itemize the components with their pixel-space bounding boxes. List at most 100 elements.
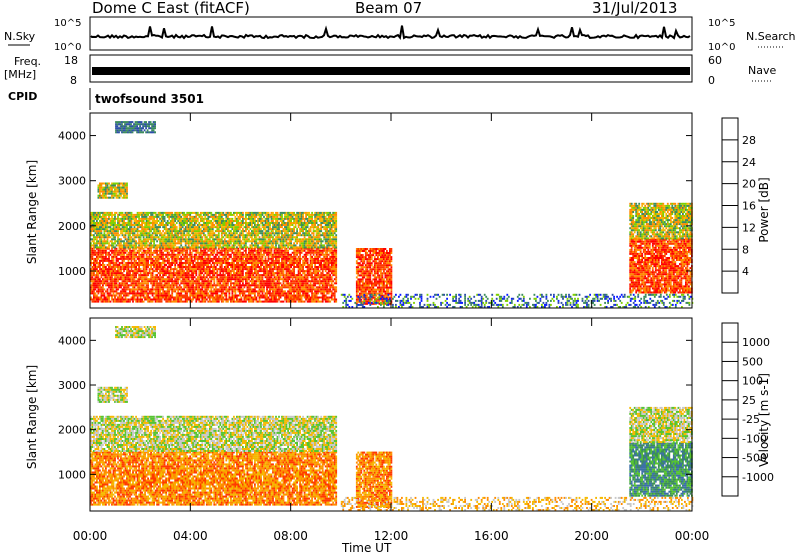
power-cell [156, 257, 158, 260]
power-cell [168, 262, 171, 264]
power-cell [254, 296, 256, 299]
power-cell [318, 284, 321, 287]
power-cell [126, 272, 128, 275]
power-cell [105, 255, 107, 258]
power-cell [263, 294, 265, 297]
power-cell [249, 290, 252, 293]
power-cell [257, 264, 259, 266]
power-cell [175, 228, 178, 231]
power-cell [90, 257, 92, 260]
power-cell [231, 288, 234, 291]
power-cell [141, 300, 143, 303]
power-cell [214, 268, 217, 271]
power-cell [151, 253, 154, 256]
power-cell [284, 251, 286, 254]
power-cell [193, 270, 196, 273]
power-cell [321, 268, 324, 271]
power-cell [115, 266, 118, 268]
power-cell [138, 286, 140, 289]
power-cell [91, 288, 94, 291]
power-cell [288, 264, 291, 266]
power-cell [275, 294, 277, 297]
power-cell [227, 264, 229, 266]
power-cell [314, 262, 316, 264]
power-cell [297, 298, 300, 301]
power-cell [183, 232, 186, 235]
power-cell [248, 262, 250, 264]
power-cell [154, 286, 157, 289]
power-cell [172, 280, 175, 283]
power-cell [127, 294, 130, 297]
power-cell [217, 247, 220, 250]
power-cell [296, 247, 298, 250]
power-cell [108, 272, 110, 275]
power-cell [132, 266, 134, 268]
power-cell [233, 284, 235, 287]
power-cell [93, 220, 95, 222]
power-cell [136, 296, 139, 299]
power-cell [205, 270, 208, 273]
power-cell [302, 288, 304, 291]
power-cell [193, 259, 196, 262]
power-cell [258, 266, 261, 268]
power-cell [157, 284, 160, 287]
power-cell [257, 253, 259, 256]
nsky-panel-frame [89, 16, 693, 51]
power-cell [142, 290, 145, 293]
power-cell [120, 292, 122, 295]
power-cell [261, 255, 264, 258]
power-cell [186, 296, 189, 299]
power-cell [187, 280, 190, 283]
power-cell [201, 294, 204, 297]
power-cell [297, 294, 300, 297]
power-cell [195, 272, 198, 275]
power-cell [297, 270, 300, 273]
power-cell [276, 253, 279, 256]
power-cell [133, 266, 136, 268]
power-cell [297, 278, 300, 281]
power-cell [108, 234, 110, 237]
power-cell [106, 253, 109, 256]
power-cell [315, 247, 318, 250]
power-cell [293, 296, 295, 299]
power-cell [207, 270, 210, 273]
power-cell [332, 280, 335, 283]
power-cell [261, 249, 264, 252]
power-cell [205, 259, 208, 262]
power-cell [171, 259, 174, 262]
power-cell [317, 259, 320, 262]
power-cell [278, 294, 280, 297]
power-cell [308, 294, 310, 297]
power-cell [309, 272, 312, 275]
power-cell [93, 280, 95, 283]
power-cell [246, 282, 249, 285]
power-cell [254, 257, 256, 260]
power-cell [312, 247, 315, 250]
power-cell [109, 249, 112, 252]
power-cell [318, 282, 321, 285]
power-cell [214, 290, 217, 293]
power-cell [279, 282, 282, 285]
power-cell [103, 272, 106, 275]
power-cell [299, 282, 301, 285]
power-cell [299, 294, 301, 297]
power-cell [121, 290, 124, 293]
power-cell [248, 288, 250, 291]
power-cell [111, 251, 113, 254]
power-cell [174, 284, 177, 287]
power-cell [204, 276, 207, 279]
power-cell [303, 294, 306, 297]
power-cell [246, 268, 249, 271]
power-cell [163, 247, 166, 250]
power-cell [141, 274, 143, 277]
power-cell [211, 296, 214, 299]
power-cell [175, 262, 178, 264]
power-cell [187, 276, 190, 279]
power-cell [240, 300, 243, 303]
power-cell [205, 253, 208, 256]
power-cell [90, 280, 92, 283]
power-cell [157, 228, 160, 231]
nsearch-tick-bottom: 10^0 [708, 42, 735, 53]
power-cell [335, 262, 338, 264]
power-cell [282, 259, 285, 262]
